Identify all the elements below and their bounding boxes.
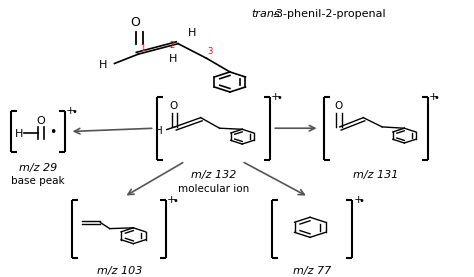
- Text: O: O: [170, 101, 178, 111]
- Text: +: +: [429, 92, 438, 102]
- Text: +: +: [66, 106, 75, 116]
- Text: m/z 131: m/z 131: [353, 170, 399, 181]
- Text: H: H: [188, 28, 196, 39]
- Text: •: •: [49, 127, 57, 140]
- Text: 1: 1: [140, 44, 146, 53]
- Text: 2: 2: [170, 41, 175, 50]
- Text: trans: trans: [251, 9, 280, 19]
- Text: +: +: [271, 92, 280, 102]
- Text: 3: 3: [207, 47, 213, 56]
- Text: -3-phenil-2-propenal: -3-phenil-2-propenal: [273, 9, 386, 19]
- Text: H: H: [99, 60, 108, 70]
- Text: O: O: [36, 116, 46, 125]
- Text: m/z 103: m/z 103: [97, 266, 142, 276]
- Text: base peak: base peak: [11, 176, 65, 186]
- Text: •: •: [71, 107, 77, 117]
- Text: H: H: [155, 126, 163, 136]
- Text: +: +: [354, 195, 363, 205]
- Text: m/z 132: m/z 132: [191, 170, 236, 181]
- Text: •: •: [358, 196, 365, 206]
- Text: H: H: [15, 129, 23, 139]
- Text: O: O: [334, 101, 342, 111]
- Text: +: +: [167, 195, 177, 205]
- Text: m/z 29: m/z 29: [19, 163, 57, 173]
- Text: •: •: [276, 93, 282, 102]
- Text: molecular ion: molecular ion: [178, 184, 249, 194]
- Text: H: H: [169, 54, 178, 64]
- Text: •: •: [173, 196, 178, 206]
- Text: O: O: [131, 16, 141, 29]
- Text: m/z 77: m/z 77: [293, 266, 331, 276]
- Text: •: •: [434, 93, 440, 102]
